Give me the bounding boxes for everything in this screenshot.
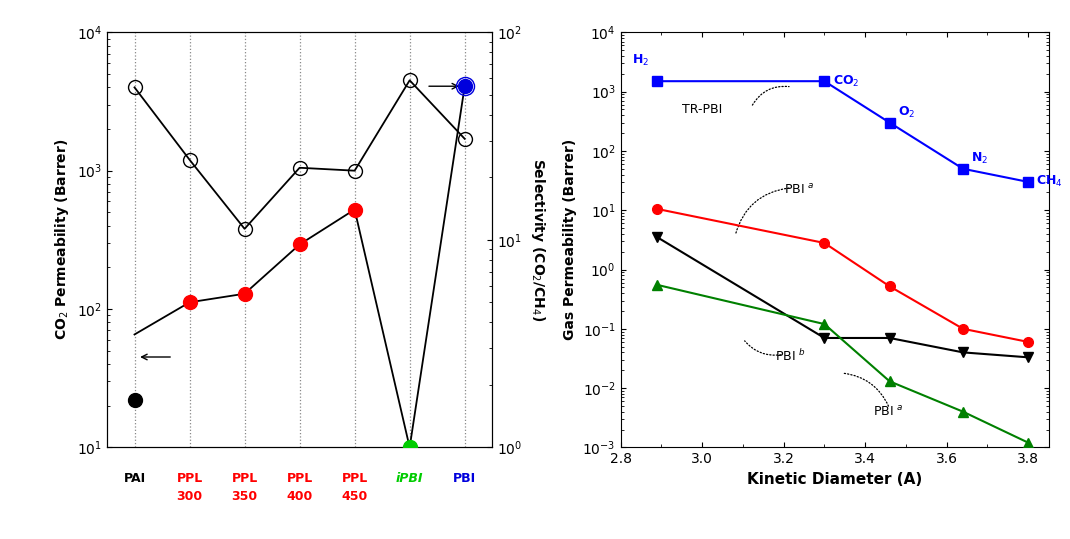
X-axis label: Kinetic Diameter (A): Kinetic Diameter (A) bbox=[747, 472, 922, 487]
Text: O$_2$: O$_2$ bbox=[898, 105, 915, 120]
Y-axis label: CO$_2$ Permeability (Barrer): CO$_2$ Permeability (Barrer) bbox=[54, 139, 72, 341]
Text: PPL
300: PPL 300 bbox=[177, 472, 202, 503]
Text: PPL
400: PPL 400 bbox=[287, 472, 312, 503]
Text: PBI: PBI bbox=[453, 472, 476, 485]
Text: PBI $^a$: PBI $^a$ bbox=[783, 183, 814, 197]
Text: N$_2$: N$_2$ bbox=[972, 151, 989, 166]
Text: PPL
450: PPL 450 bbox=[341, 472, 368, 503]
Text: iPBI: iPBI bbox=[396, 472, 424, 485]
Text: CH$_4$: CH$_4$ bbox=[1037, 175, 1064, 190]
Text: CO$_2$: CO$_2$ bbox=[832, 74, 859, 89]
Text: PBI $^b$: PBI $^b$ bbox=[776, 348, 807, 364]
Text: H$_2$: H$_2$ bbox=[632, 53, 649, 68]
Text: TR-PBI: TR-PBI bbox=[682, 103, 722, 116]
Text: PBI $^a$: PBI $^a$ bbox=[873, 405, 904, 419]
Y-axis label: Selectivity (CO$_2$/CH$_4$): Selectivity (CO$_2$/CH$_4$) bbox=[530, 158, 548, 321]
Y-axis label: Gas Permeability (Barrer): Gas Permeability (Barrer) bbox=[563, 139, 577, 341]
Text: PPL
350: PPL 350 bbox=[231, 472, 258, 503]
Text: PAI: PAI bbox=[123, 472, 146, 485]
